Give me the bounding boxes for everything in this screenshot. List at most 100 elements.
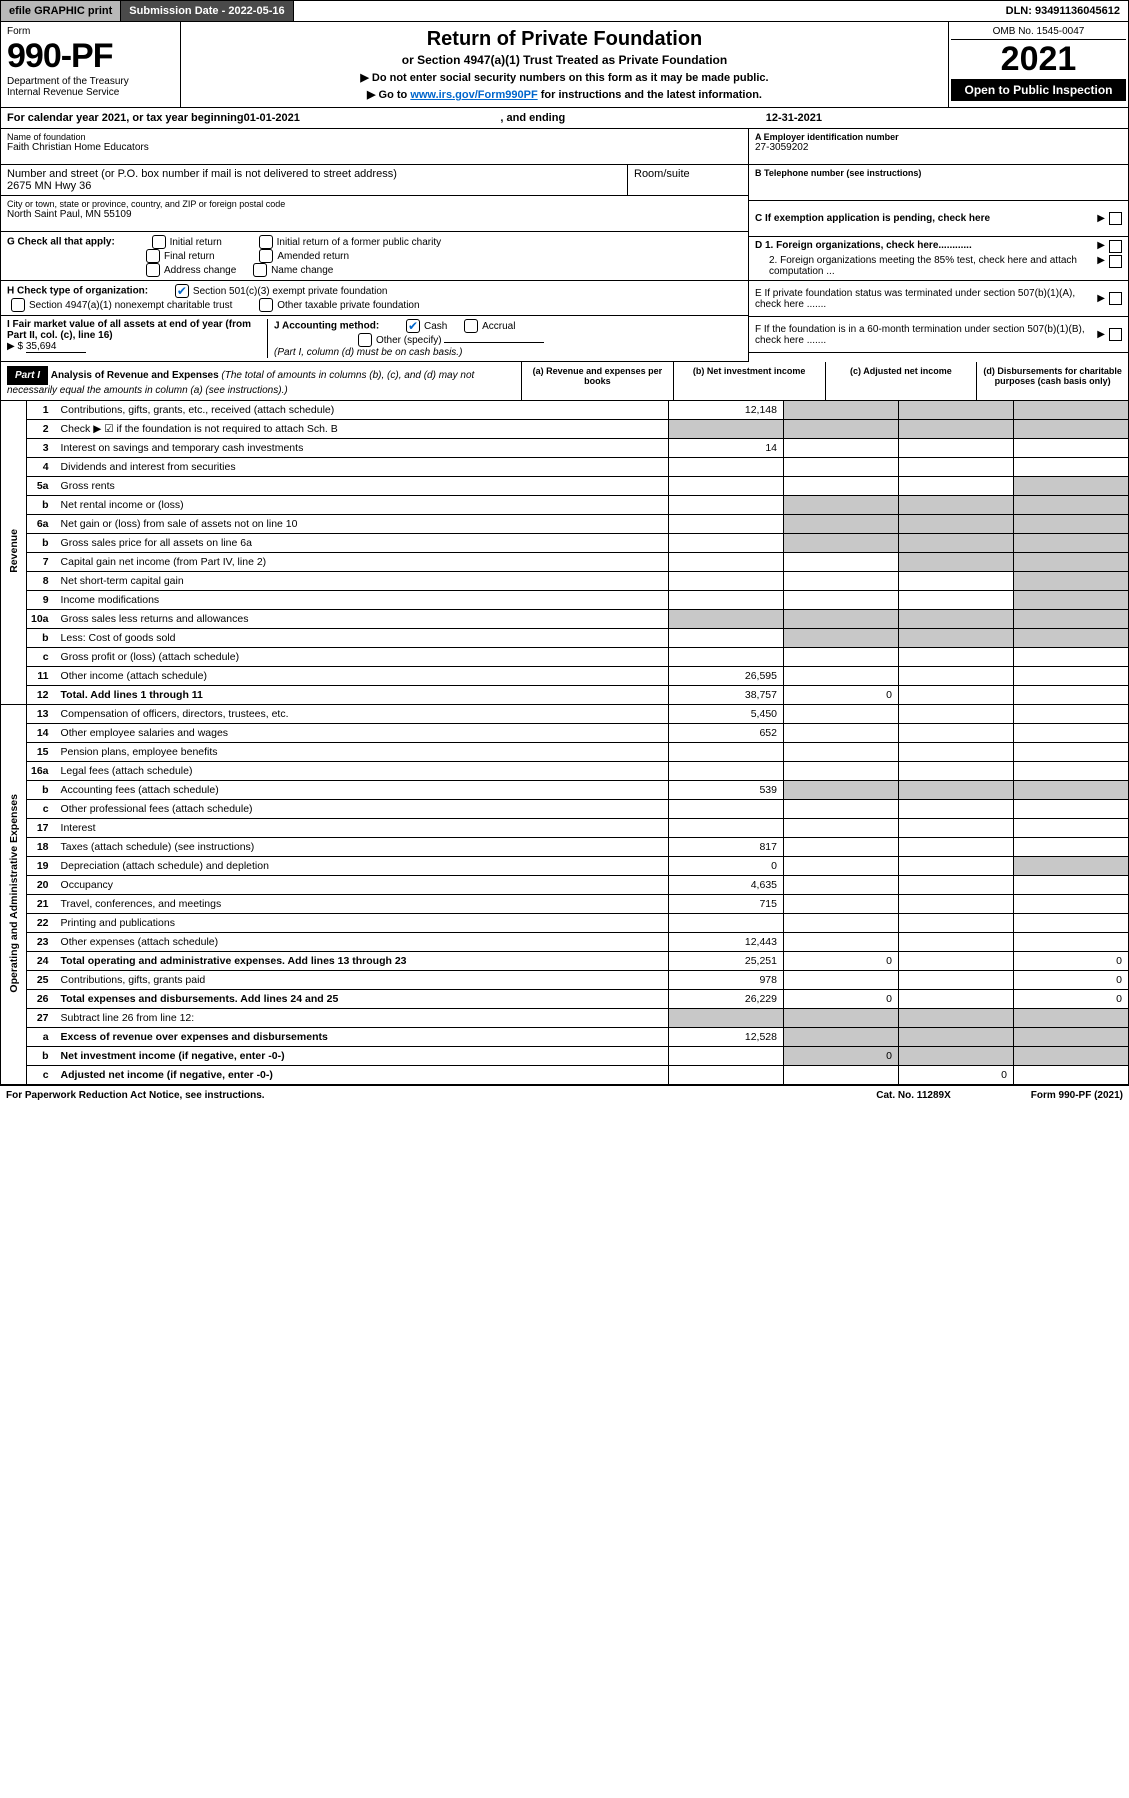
checkbox-cash[interactable]: ✔	[406, 319, 420, 333]
line-desc: Taxes (attach schedule) (see instruction…	[57, 838, 669, 857]
table-row: 12Total. Add lines 1 through 1138,7570	[1, 686, 1129, 705]
line-desc: Net investment income (if negative, ente…	[57, 1047, 669, 1066]
amount-cell	[784, 876, 899, 895]
line-desc: Gross sales less returns and allowances	[57, 610, 669, 629]
table-row: bGross sales price for all assets on lin…	[1, 534, 1129, 553]
line-desc: Capital gain net income (from Part IV, l…	[57, 553, 669, 572]
part1-table: Revenue1Contributions, gifts, grants, et…	[0, 401, 1129, 1085]
line-number: 13	[27, 705, 57, 724]
checkbox-d1[interactable]	[1109, 240, 1122, 253]
amount-cell	[899, 610, 1014, 629]
amount-cell	[784, 857, 899, 876]
line-desc: Gross rents	[57, 477, 669, 496]
line-desc: Subtract line 26 from line 12:	[57, 1009, 669, 1028]
section-ij: I Fair market value of all assets at end…	[1, 316, 748, 362]
phone-box: B Telephone number (see instructions)	[749, 165, 1128, 201]
footer-mid: Cat. No. 11289X	[876, 1090, 950, 1101]
amount-cell	[1014, 420, 1129, 439]
city: North Saint Paul, MN 55109	[7, 209, 742, 220]
amount-cell	[1014, 591, 1129, 610]
amount-cell	[899, 762, 1014, 781]
table-row: 17Interest	[1, 819, 1129, 838]
amount-cell	[899, 971, 1014, 990]
amount-cell	[784, 1066, 899, 1085]
amount-cell: 0	[1014, 990, 1129, 1009]
amount-cell	[669, 458, 784, 477]
table-row: 8Net short-term capital gain	[1, 572, 1129, 591]
amount-cell	[784, 572, 899, 591]
inspection-label: Open to Public Inspection	[951, 79, 1126, 101]
amount-cell: 0	[669, 857, 784, 876]
checkbox-c[interactable]	[1109, 212, 1122, 225]
checkbox-e[interactable]	[1109, 292, 1122, 305]
amount-cell	[1014, 914, 1129, 933]
checkbox-accrual[interactable]	[464, 319, 478, 333]
amount-cell	[1014, 933, 1129, 952]
amount-cell: 652	[669, 724, 784, 743]
amount-cell	[669, 629, 784, 648]
form-subtitle: or Section 4947(a)(1) Trust Treated as P…	[187, 53, 942, 67]
ein-box: A Employer identification number 27-3059…	[749, 129, 1128, 165]
amount-cell	[784, 458, 899, 477]
line-desc: Total. Add lines 1 through 11	[57, 686, 669, 705]
table-row: cOther professional fees (attach schedul…	[1, 800, 1129, 819]
line-desc: Legal fees (attach schedule)	[57, 762, 669, 781]
amount-cell	[1014, 838, 1129, 857]
form-word: Form	[7, 26, 174, 37]
checkbox-initial[interactable]	[152, 235, 166, 249]
line-number: 24	[27, 952, 57, 971]
amount-cell	[899, 1009, 1014, 1028]
line-number: 16a	[27, 762, 57, 781]
amount-cell	[784, 1028, 899, 1047]
amount-cell	[899, 705, 1014, 724]
checkbox-501c3[interactable]: ✔	[175, 284, 189, 298]
part1-header: Part I Analysis of Revenue and Expenses …	[0, 362, 1129, 401]
checkbox-f[interactable]	[1109, 328, 1122, 341]
checkbox-other-method[interactable]	[358, 333, 372, 347]
amount-cell	[669, 743, 784, 762]
checkbox-d2[interactable]	[1109, 255, 1122, 268]
table-row: 26Total expenses and disbursements. Add …	[1, 990, 1129, 1009]
dln: DLN: 93491136045612	[998, 1, 1128, 21]
amount-cell	[784, 496, 899, 515]
amount-cell	[899, 781, 1014, 800]
footer-right: Form 990-PF (2021)	[1031, 1090, 1123, 1101]
line-desc: Dividends and interest from securities	[57, 458, 669, 477]
submission-date: Submission Date - 2022-05-16	[121, 1, 293, 21]
col-b-header: (b) Net investment income	[673, 362, 825, 400]
checkbox-address[interactable]	[146, 263, 160, 277]
checkbox-other-tax[interactable]	[259, 298, 273, 312]
irs-link[interactable]: www.irs.gov/Form990PF	[410, 89, 537, 101]
line-desc: Pension plans, employee benefits	[57, 743, 669, 762]
amount-cell	[1014, 496, 1129, 515]
foundation-name: Faith Christian Home Educators	[7, 142, 742, 153]
info-grid: Name of foundation Faith Christian Home …	[0, 129, 1129, 362]
line-number: 4	[27, 458, 57, 477]
checkbox-4947[interactable]	[11, 298, 25, 312]
line-desc: Gross profit or (loss) (attach schedule)	[57, 648, 669, 667]
amount-cell	[899, 572, 1014, 591]
amount-cell	[669, 1066, 784, 1085]
checkbox-final[interactable]	[146, 249, 160, 263]
checkbox-name[interactable]	[253, 263, 267, 277]
checkbox-amended[interactable]	[259, 249, 273, 263]
amount-cell	[1014, 762, 1129, 781]
amount-cell	[669, 553, 784, 572]
amount-cell	[899, 857, 1014, 876]
section-e: E If private foundation status was termi…	[749, 281, 1128, 317]
line-number: b	[27, 534, 57, 553]
note2: ▶ Go to www.irs.gov/Form990PF for instru…	[187, 88, 942, 101]
line-number: 7	[27, 553, 57, 572]
table-row: bAccounting fees (attach schedule)539	[1, 781, 1129, 800]
header-mid: Return of Private Foundation or Section …	[181, 22, 948, 107]
amount-cell: 0	[784, 686, 899, 705]
amount-cell	[784, 629, 899, 648]
amount-cell	[669, 1009, 784, 1028]
section-f: F If the foundation is in a 60-month ter…	[749, 317, 1128, 353]
checkbox-initial-former[interactable]	[259, 235, 273, 249]
amount-cell: 0	[784, 990, 899, 1009]
amount-cell	[1014, 1047, 1129, 1066]
amount-cell: 0	[899, 1066, 1014, 1085]
table-row: 19Depreciation (attach schedule) and dep…	[1, 857, 1129, 876]
line-number: b	[27, 629, 57, 648]
